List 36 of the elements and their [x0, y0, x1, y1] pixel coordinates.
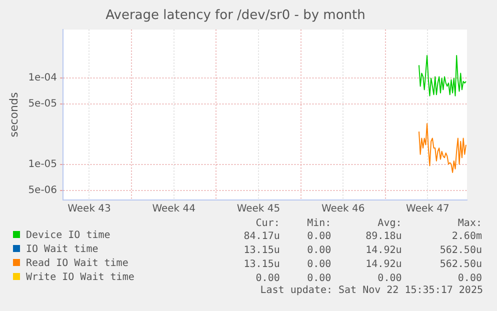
x-tick-label: Week 46 — [321, 204, 365, 215]
text: 0.00 — [456, 272, 482, 285]
text: 0.00 — [306, 258, 332, 271]
x-tick-label: Week 44 — [152, 204, 196, 215]
text: 13.15u — [242, 258, 280, 271]
y-tick-label: 5e-05 — [28, 98, 58, 110]
text: 2.60m — [450, 230, 482, 243]
text: Last update: Sat Nov 22 15:35:17 2025 — [259, 285, 484, 296]
x-tick-label: Week 45 — [236, 204, 280, 215]
text: 0.00 — [254, 272, 280, 285]
x-tick-label: Week 47 — [406, 204, 450, 215]
text: 0.00 — [376, 272, 402, 285]
legend-label: Read IO Wait time — [25, 257, 130, 271]
x-tick-label: Week 43 — [68, 204, 111, 215]
text: 14.92u — [364, 258, 402, 271]
y-tick-label: 5e-06 — [28, 185, 58, 196]
chart-title: Average latency for /dev/sr0 - by month — [106, 8, 366, 24]
text: Min: — [306, 218, 332, 229]
text: 0.00 — [306, 244, 332, 257]
legend-label: Write IO Wait time — [25, 271, 136, 285]
y-tick-label: 1e-04 — [28, 72, 58, 84]
text: Cur: — [254, 218, 280, 229]
y-axis-title: seconds — [7, 92, 20, 138]
text: 0.00 — [306, 272, 332, 285]
text: Avg: — [376, 218, 402, 229]
legend-label: Device IO time — [25, 229, 112, 243]
text: 84.17u — [242, 230, 280, 243]
text: Max: — [456, 218, 482, 229]
text: 13.15u — [242, 244, 280, 257]
y-tick-label: 1e-05 — [28, 159, 58, 170]
text: 562.50u — [438, 258, 482, 271]
text: 0.00 — [306, 230, 332, 243]
text: 14.92u — [364, 244, 402, 257]
legend-label: IO Wait time — [25, 243, 100, 257]
text: 89.18u — [364, 230, 402, 243]
text: 562.50u — [438, 244, 482, 257]
